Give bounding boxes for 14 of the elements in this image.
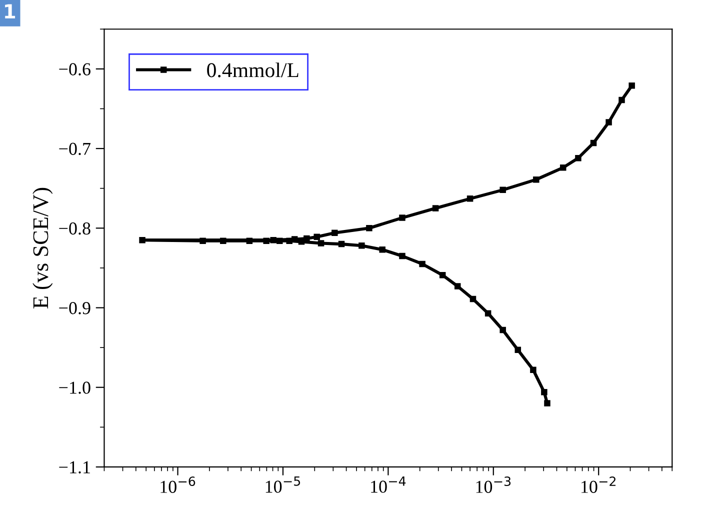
y-tick-label: −0.9 (59, 302, 90, 314)
x-tick-label: 10$^{−2}$ (581, 476, 616, 493)
y-tick-label: −0.6 (59, 63, 90, 76)
x-tick-label: 10$^{−6}$ (160, 476, 196, 493)
x-tick-label: 10$^{−3}$ (476, 476, 511, 493)
y-tick-label: −0.7 (59, 142, 91, 156)
x-tick-label: 10$^{−5}$ (266, 476, 300, 493)
legend-label: 0.4mmol/L (207, 62, 298, 78)
y-tick-label: −1.0 (59, 382, 90, 394)
y-tick-label: −0.8 (59, 222, 90, 235)
x-tick-label: 10$^{−4}$ (371, 476, 406, 493)
text: 1 (5, 4, 16, 18)
y-tick-label: −1.1 (59, 461, 90, 474)
y-axis-title: E (vs SCE/V) (32, 188, 53, 309)
